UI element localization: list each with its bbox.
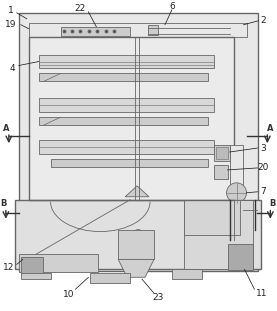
Bar: [29, 37, 234, 201]
Bar: [148, 25, 158, 35]
Bar: [230, 145, 243, 200]
Circle shape: [227, 183, 247, 203]
Text: 3: 3: [260, 144, 266, 152]
Bar: [19, 13, 258, 271]
Text: 7: 7: [260, 187, 266, 196]
Bar: [118, 230, 154, 259]
Bar: [90, 273, 130, 283]
Bar: [39, 73, 208, 81]
Text: B: B: [269, 199, 276, 208]
Bar: [214, 145, 230, 161]
Text: 4: 4: [10, 64, 16, 73]
Bar: [184, 200, 240, 234]
Bar: [39, 140, 214, 154]
Text: 1: 1: [8, 6, 14, 15]
Bar: [61, 27, 130, 36]
Text: A: A: [2, 124, 9, 133]
Polygon shape: [118, 259, 154, 277]
Polygon shape: [125, 186, 149, 197]
Bar: [19, 254, 98, 272]
Bar: [15, 200, 261, 269]
Bar: [29, 23, 247, 37]
Text: 6: 6: [169, 2, 175, 11]
Bar: [216, 147, 228, 159]
Text: 12: 12: [3, 263, 14, 272]
Bar: [214, 165, 228, 179]
Bar: [172, 269, 202, 279]
Bar: [21, 258, 43, 275]
Bar: [51, 159, 208, 167]
Text: A: A: [267, 124, 274, 133]
Text: 20: 20: [258, 163, 269, 172]
Text: 10: 10: [63, 290, 74, 299]
Bar: [228, 244, 253, 270]
Bar: [39, 117, 208, 125]
Text: 11: 11: [256, 289, 267, 298]
Bar: [21, 273, 51, 279]
Bar: [39, 98, 214, 112]
Text: B: B: [1, 199, 7, 208]
Text: 19: 19: [5, 20, 17, 29]
Text: 22: 22: [75, 4, 86, 13]
Bar: [184, 200, 253, 269]
Text: 2: 2: [261, 16, 266, 25]
Text: 23: 23: [152, 293, 164, 302]
Bar: [39, 54, 214, 68]
